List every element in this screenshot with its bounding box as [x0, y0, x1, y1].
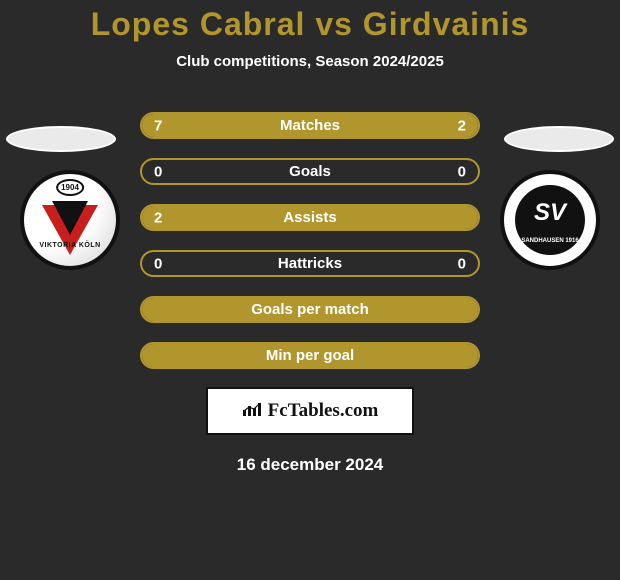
ellipse-left — [6, 126, 116, 152]
viktoria-shield: 1904 VIKTORIA KÖLN — [35, 185, 105, 255]
stat-value-right: 2 — [458, 117, 466, 134]
stat-value-right: 0 — [458, 163, 466, 180]
team-logo-left: 1904 VIKTORIA KÖLN — [20, 170, 120, 270]
subtitle: Club competitions, Season 2024/2025 — [176, 53, 444, 70]
stat-label: Goals — [289, 163, 331, 180]
stat-label: Assists — [283, 209, 336, 226]
chart-icon — [242, 401, 262, 422]
stat-row: Goals per match — [140, 296, 480, 323]
stat-value-left: 0 — [154, 255, 162, 272]
brand-text: FcTables.com — [268, 400, 379, 422]
stat-row: 7 2 Matches — [140, 112, 480, 139]
stat-row: 0 0 Hattricks — [140, 250, 480, 277]
team-logo-right: SV SANDHAUSEN 1916 — [500, 170, 600, 270]
sandhausen-ball-icon: SV SANDHAUSEN 1916 — [515, 185, 585, 255]
stat-value-left: 2 — [154, 209, 162, 226]
stat-label: Min per goal — [266, 347, 354, 364]
page-title: Lopes Cabral vs Girdvainis — [91, 6, 530, 43]
date-line: 16 december 2024 — [237, 455, 384, 475]
stat-label: Hattricks — [278, 255, 342, 272]
stat-value-left: 0 — [154, 163, 162, 180]
stat-row: Min per goal — [140, 342, 480, 369]
stat-value-right: 0 — [458, 255, 466, 272]
stat-label: Matches — [280, 117, 340, 134]
sv-bottom-text: SANDHAUSEN 1916 — [521, 237, 578, 245]
year-badge-left: 1904 — [56, 179, 84, 196]
stat-row: 2 Assists — [140, 204, 480, 231]
brand-box[interactable]: FcTables.com — [206, 387, 414, 435]
stat-label: Goals per match — [251, 301, 369, 318]
stat-value-left: 7 — [154, 117, 162, 134]
team-name-left: VIKTORIA KÖLN — [39, 242, 100, 249]
comparison-card: Lopes Cabral vs Girdvainis Club competit… — [0, 0, 620, 580]
stat-fill-left — [142, 114, 401, 137]
stat-row: 0 0 Goals — [140, 158, 480, 185]
sv-text: SV — [534, 199, 566, 227]
ellipse-right — [504, 126, 614, 152]
stat-fill-right — [401, 114, 478, 137]
v-inner-icon — [52, 201, 88, 235]
stats-area: 7 2 Matches 0 0 Goals 2 Assists 0 0 Hattricks Goals… — [140, 112, 480, 369]
